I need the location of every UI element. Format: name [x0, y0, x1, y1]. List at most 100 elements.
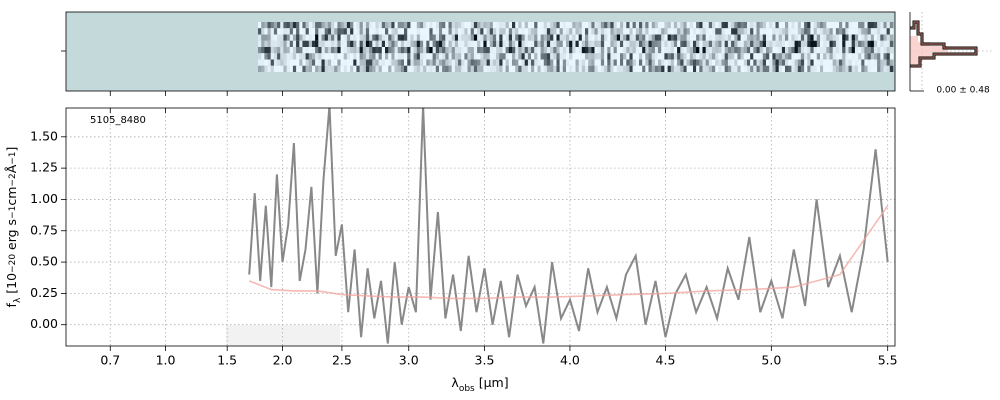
pixel: [762, 40, 767, 47]
pixel: [832, 34, 837, 41]
pixel: [302, 22, 306, 29]
pixel: [337, 65, 341, 72]
shade: [226, 325, 340, 346]
pixel: [654, 34, 659, 41]
pixel: [889, 53, 894, 60]
pixel: [445, 28, 449, 35]
pixel: [648, 28, 653, 35]
pixel: [858, 22, 862, 29]
pixel: [292, 28, 297, 35]
pixel: [708, 28, 713, 35]
pixel: [842, 53, 846, 60]
pixel: [839, 40, 843, 47]
pixel: [527, 59, 532, 66]
pixel: [823, 28, 827, 35]
pixel: [286, 22, 291, 29]
pixel: [283, 34, 287, 41]
pixel: [753, 28, 757, 35]
pixel: [753, 59, 757, 66]
pixel: [340, 22, 345, 29]
pixel: [842, 40, 846, 47]
pixel: [689, 40, 694, 47]
pixel: [750, 65, 754, 72]
label-part: ]: [4, 147, 19, 152]
pixel: [851, 65, 856, 72]
pixel: [797, 34, 802, 41]
pixel: [727, 34, 732, 41]
pixel: [772, 40, 776, 47]
pixel: [375, 22, 380, 29]
pixel: [365, 53, 370, 60]
pixel: [756, 40, 761, 47]
pixel: [788, 47, 792, 54]
pixel: [283, 22, 287, 29]
pixel: [264, 28, 268, 35]
pixel: [467, 40, 472, 47]
pixel: [388, 47, 392, 54]
y-tick-label: 1.50: [30, 128, 58, 143]
pixel: [534, 47, 538, 54]
pixel: [350, 59, 354, 66]
pixel: [775, 53, 780, 60]
pixel: [267, 22, 272, 29]
pixel: [604, 47, 608, 54]
pixel: [502, 53, 507, 60]
pixel: [839, 47, 843, 54]
pixel: [315, 65, 319, 72]
pixel: [477, 65, 481, 72]
pixel: [693, 40, 697, 47]
pixel: [667, 22, 672, 29]
pixel: [632, 34, 637, 41]
pixel: [661, 59, 665, 66]
pixel: [346, 47, 351, 54]
pixel: [264, 22, 268, 29]
pixel: [620, 65, 624, 72]
pixel: [585, 40, 589, 47]
pixel: [883, 34, 888, 41]
pixel: [546, 53, 551, 60]
pixel: [823, 22, 827, 29]
pixel: [667, 40, 672, 47]
pixel: [870, 22, 875, 29]
pixel: [635, 40, 640, 47]
pixel: [683, 47, 688, 54]
pixel: [410, 47, 414, 54]
annotation: 5105_8480: [90, 115, 146, 126]
pixel: [340, 65, 345, 72]
pixel: [870, 28, 875, 35]
pixel: [458, 34, 462, 41]
pixel: [546, 59, 551, 66]
pixel: [600, 59, 605, 66]
pixel: [600, 34, 605, 41]
pixel: [448, 53, 453, 60]
pixel: [518, 22, 522, 29]
pixel: [645, 28, 649, 35]
pixel: [508, 59, 513, 66]
pixel: [839, 53, 843, 60]
pixel: [788, 59, 792, 66]
pixel: [346, 28, 351, 35]
x-tick-label: 5.0: [761, 353, 781, 368]
pixel: [499, 40, 503, 47]
pixel: [292, 53, 297, 60]
pixel: [365, 28, 370, 35]
pixel: [845, 47, 849, 54]
pixel: [651, 28, 656, 35]
label-part: λ: [13, 297, 23, 303]
pixel: [343, 40, 348, 47]
pixel: [766, 40, 770, 47]
pixel: [473, 53, 478, 60]
pixel: [534, 40, 538, 47]
pixel: [337, 53, 341, 60]
pixel: [661, 22, 665, 29]
pixel: [334, 47, 338, 54]
pixel: [721, 53, 726, 60]
pixel: [439, 34, 443, 41]
pixel: [807, 53, 811, 60]
pixel: [718, 34, 722, 41]
pixel: [553, 47, 557, 54]
pixel: [826, 40, 830, 47]
pixel: [388, 22, 392, 29]
pixel: [277, 22, 281, 29]
pixel: [531, 65, 535, 72]
